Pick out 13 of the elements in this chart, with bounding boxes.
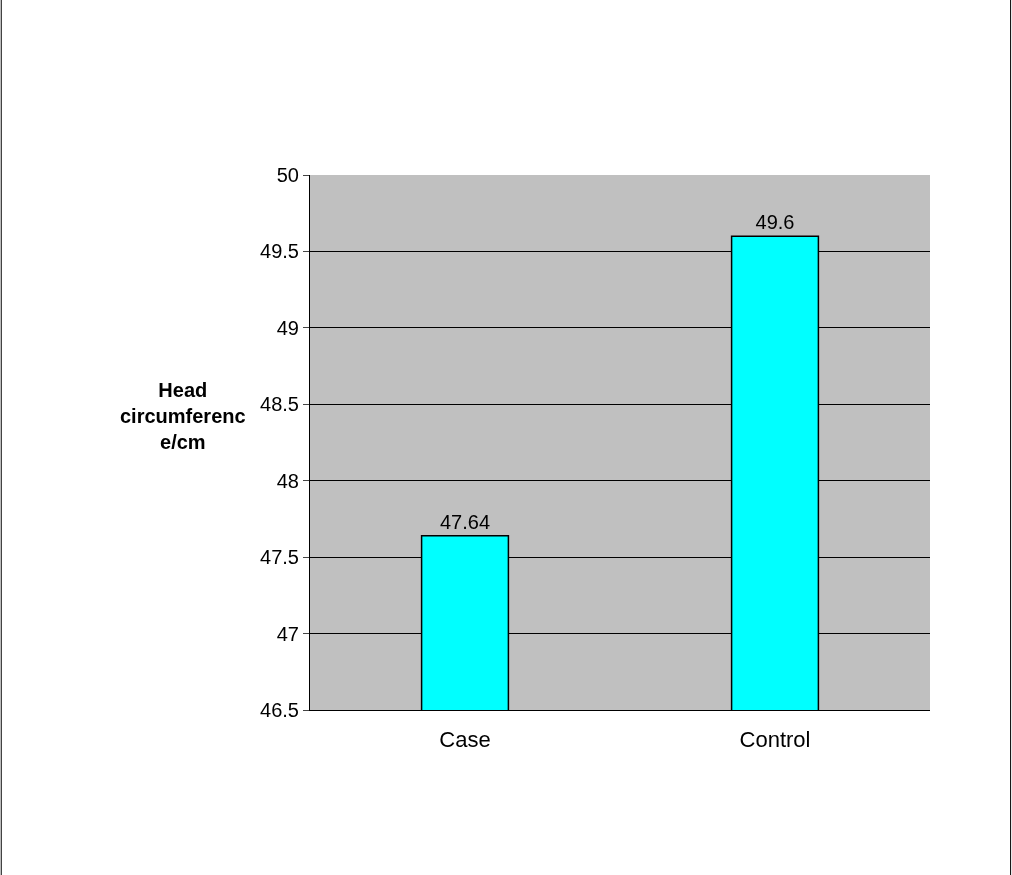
data-label: 47.64 xyxy=(439,510,491,533)
x-tick-label: Control xyxy=(739,727,811,753)
y-tick-label: 50 xyxy=(276,164,299,186)
y-tick-label: 47 xyxy=(276,622,299,645)
y-tick-label: 48.5 xyxy=(260,393,299,416)
y-tick-label: 49.5 xyxy=(260,240,299,263)
y-axis-title: Head circumference/cm xyxy=(120,379,246,453)
y-tick-label: 49 xyxy=(276,316,299,339)
y-tick-label: 47.5 xyxy=(260,546,299,569)
x-tick-label: Case xyxy=(439,727,491,753)
data-label: 49.6 xyxy=(755,211,795,234)
y-tick-label: 46.5 xyxy=(260,699,299,721)
y-tick-label: 48 xyxy=(276,469,299,492)
